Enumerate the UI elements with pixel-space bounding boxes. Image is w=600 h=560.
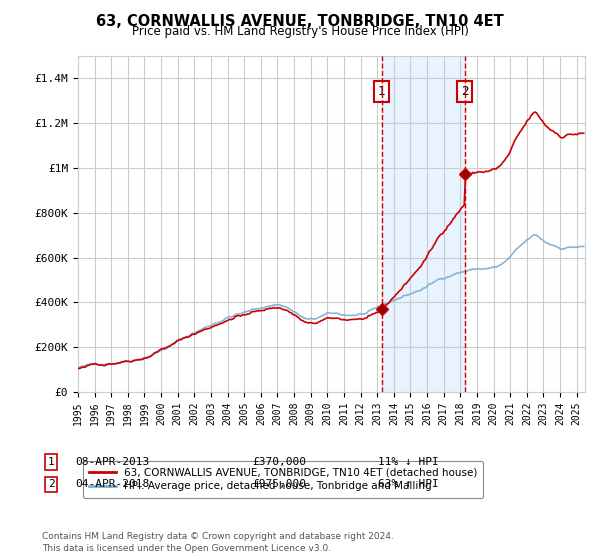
Text: 2: 2 [47, 479, 55, 489]
Text: £370,000: £370,000 [252, 457, 306, 467]
Text: 1: 1 [47, 457, 55, 467]
Legend: 63, CORNWALLIS AVENUE, TONBRIDGE, TN10 4ET (detached house), HPI: Average price,: 63, CORNWALLIS AVENUE, TONBRIDGE, TN10 4… [83, 461, 484, 498]
Text: £975,000: £975,000 [252, 479, 306, 489]
Text: Price paid vs. HM Land Registry's House Price Index (HPI): Price paid vs. HM Land Registry's House … [131, 25, 469, 38]
Text: 11% ↓ HPI: 11% ↓ HPI [378, 457, 439, 467]
Text: Contains HM Land Registry data © Crown copyright and database right 2024.
This d: Contains HM Land Registry data © Crown c… [42, 533, 394, 553]
Text: 63% ↑ HPI: 63% ↑ HPI [378, 479, 439, 489]
Bar [382, 56, 465, 392]
Text: 2: 2 [461, 85, 469, 98]
Text: 1: 1 [378, 85, 385, 98]
Text: 04-APR-2018: 04-APR-2018 [75, 479, 149, 489]
Text: 63, CORNWALLIS AVENUE, TONBRIDGE, TN10 4ET: 63, CORNWALLIS AVENUE, TONBRIDGE, TN10 4… [96, 14, 504, 29]
Text: 08-APR-2013: 08-APR-2013 [75, 457, 149, 467]
